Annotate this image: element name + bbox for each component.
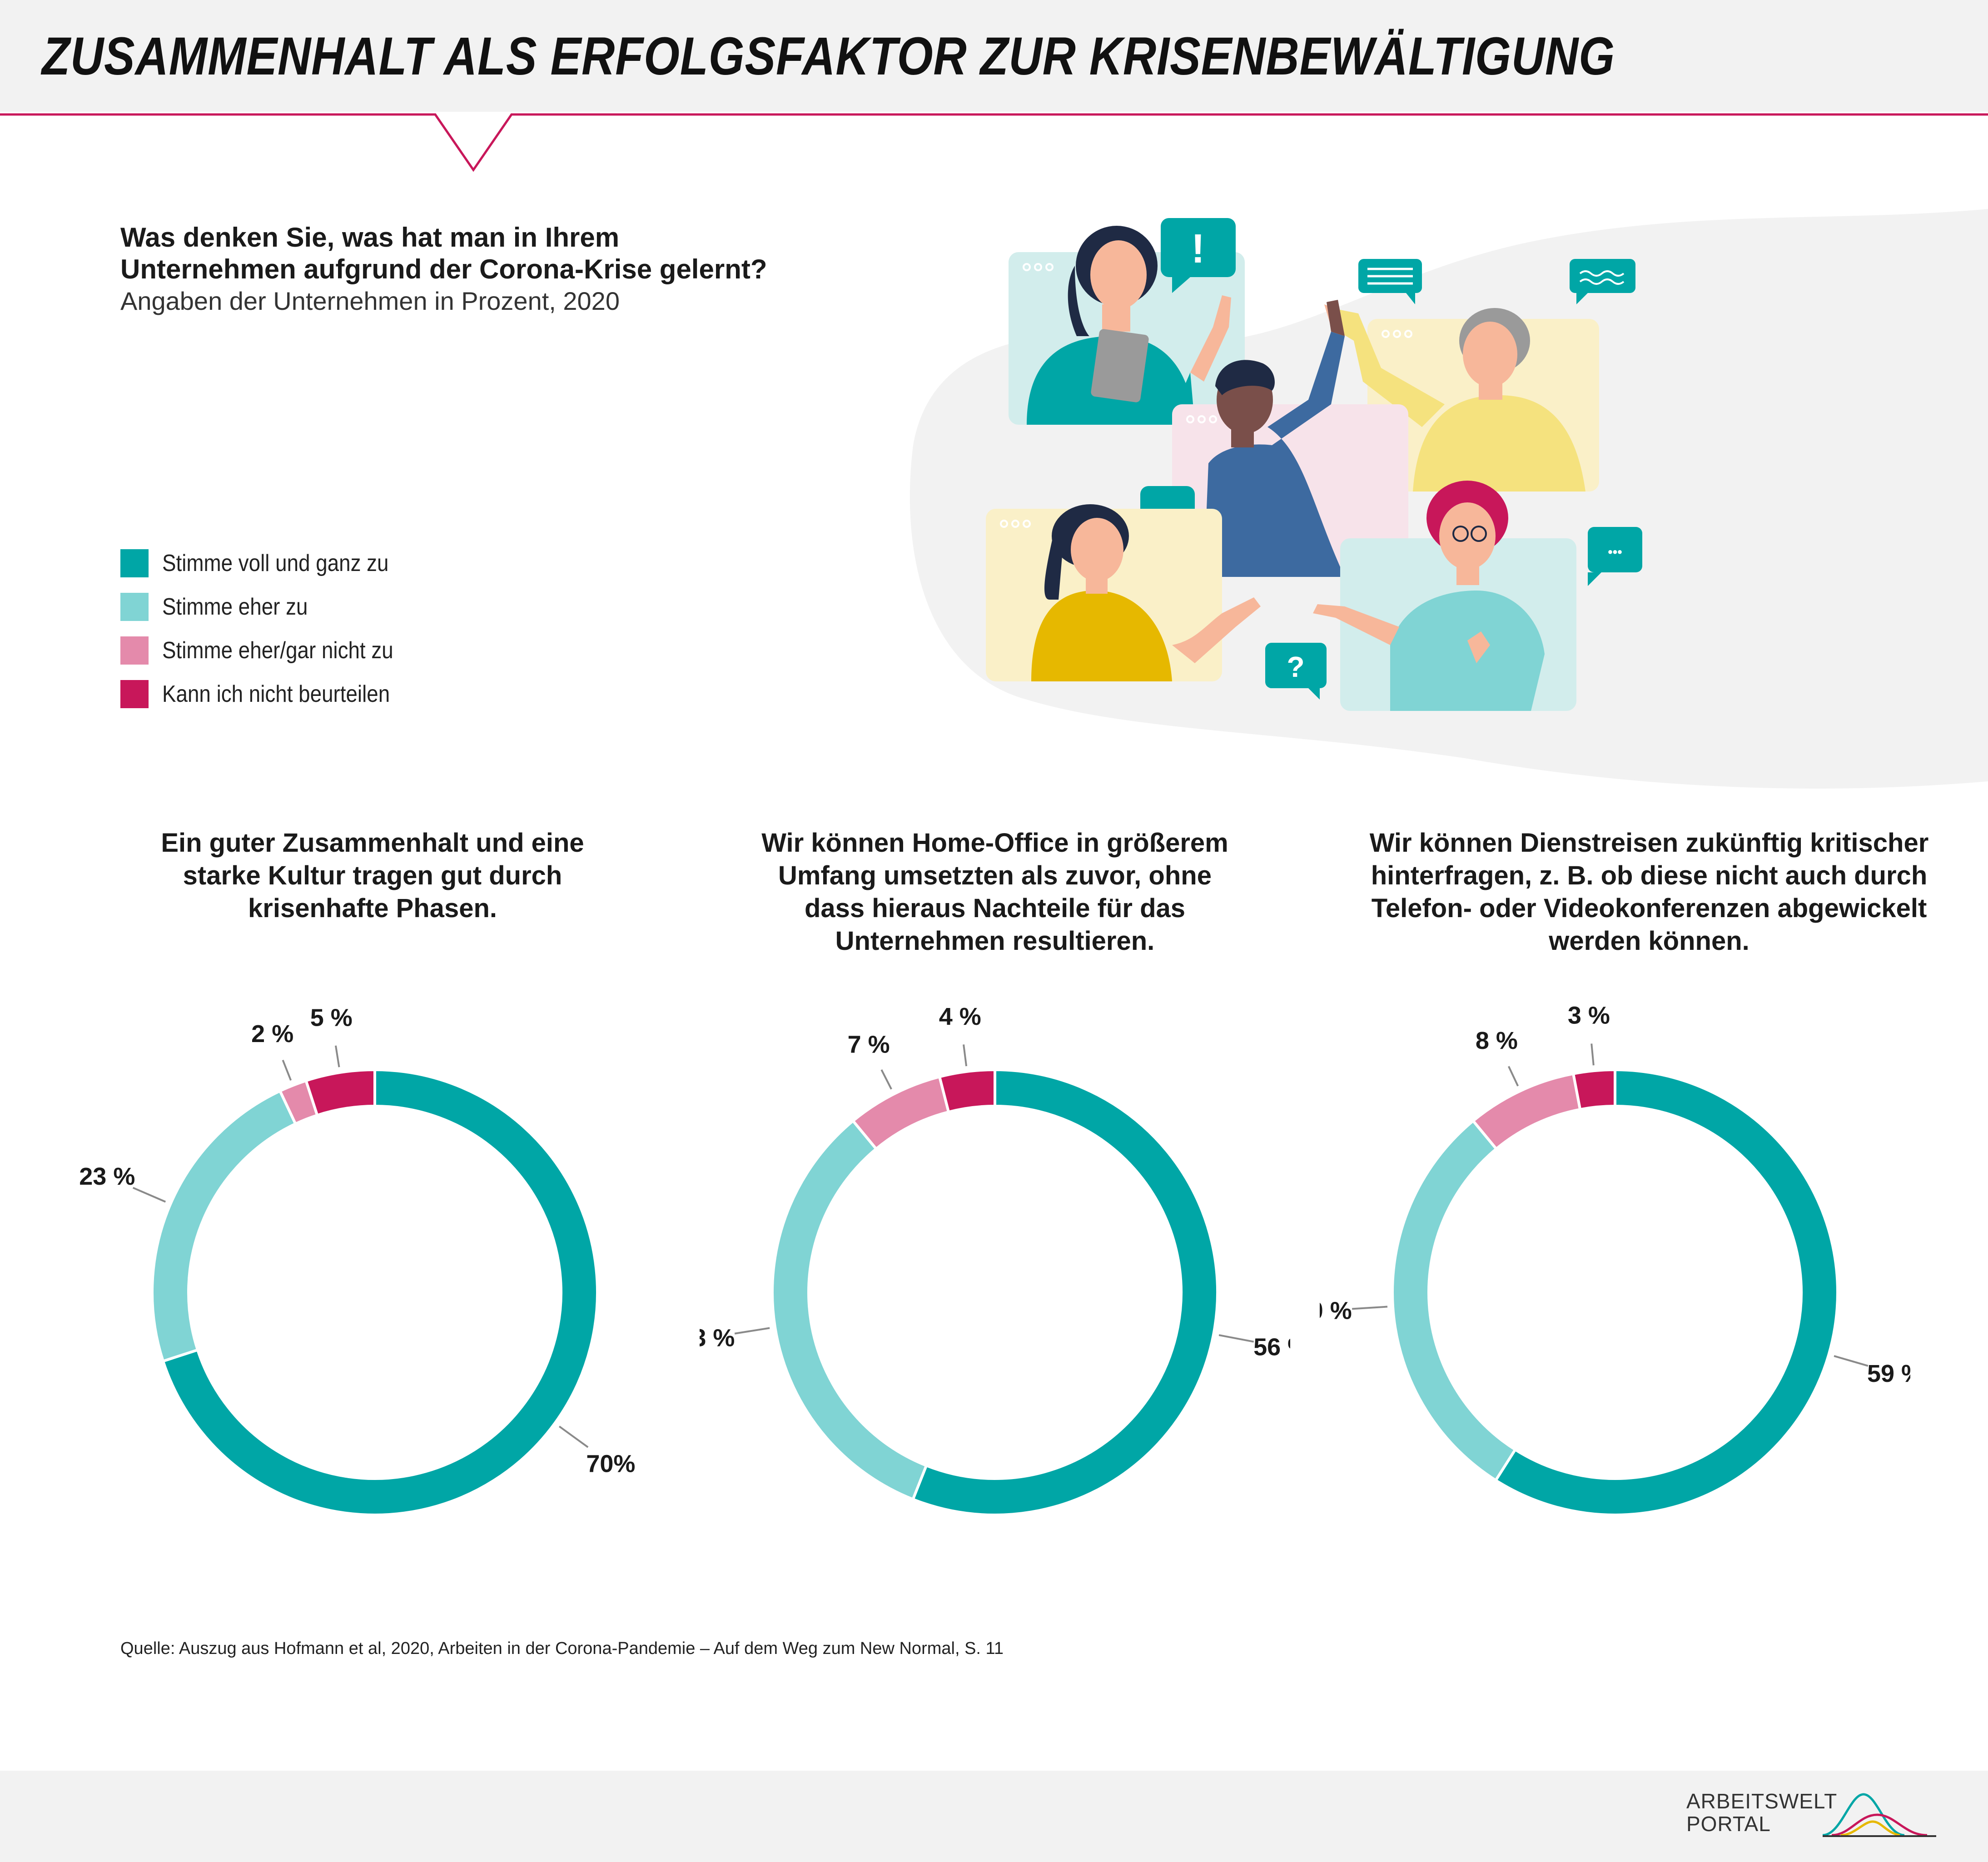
data-label: 30 % [1320,1297,1352,1324]
chart-3-title-line: Wir können Dienstreisen zukünftig kritis… [1369,828,1929,858]
legend-item: Stimme eher zu [120,585,425,629]
legend-swatch [120,636,149,665]
legend-label: Kann ich nicht beurteilen [162,681,390,707]
question-block: Was denken Sie, was hat man in Ihrem Unt… [120,222,984,317]
legend: Stimme voll und ganz zu Stimme eher zu S… [120,541,425,716]
question-line-1: Was denken Sie, was hat man in Ihrem [120,222,620,253]
leader-line [558,1425,589,1448]
slice-cannot-judge [1571,1068,1616,1111]
exclamation-bubble-icon: ! [1161,218,1236,293]
slice-agree [1391,1119,1517,1482]
chart-3-title: Wir können Dienstreisen zukünftig kritis… [1354,827,1944,958]
source-note: Quelle: Auszug aus Hofmann et al, 2020, … [120,1639,1004,1658]
data-label: 70% [586,1450,635,1477]
legend-label: Stimme voll und ganz zu [162,550,389,576]
legend-item: Kann ich nicht beurteilen [120,672,425,716]
svg-text:?: ? [1287,650,1304,683]
slice-agree [771,1119,928,1501]
text-bubble-icon [1358,259,1422,304]
data-label: 4 % [939,1003,981,1030]
chart-2-title-line: Unternehmen resultieren. [835,926,1155,956]
logo-line-1: ARBEITSWELT [1686,1789,1838,1813]
video-window-yellow-2 [986,504,1261,681]
svg-text:!: ! [1191,226,1205,272]
data-label: 7 % [848,1031,890,1058]
legend-swatch [120,549,149,577]
slice-strongly-agree [1494,1068,1839,1516]
wave-bubble-icon [1570,259,1635,304]
leader-line [734,1327,770,1335]
data-label: 33 % [700,1324,735,1351]
chart-1-title-line: krisenhafte Phasen. [248,894,497,923]
legend-swatch [120,593,149,621]
chart-3-title-line: hinterfragen, z. B. ob diese nicht auch … [1371,861,1928,890]
chart-2-title-line: Wir können Home-Office in größerem [761,828,1228,858]
slice-strongly-agree [911,1068,1219,1516]
dots-bubble-icon: ••• [1588,527,1642,586]
chart-2-title-line: Umfang umsetzten als zuvor, ohne [778,861,1212,890]
slice-agree [151,1089,298,1363]
slice-disagree [1471,1072,1582,1151]
arbeitswelt-portal-logo: ARBEITSWELT PORTAL [1686,1789,1936,1837]
data-label: 23 % [80,1163,135,1190]
donut-chart-2: 56 % 33 % 7 % 4 % [700,1003,1290,1516]
video-window-yellow [1324,304,1599,492]
data-label: 2 % [251,1020,293,1048]
chart-2-title-line: dass hieraus Nachteile für das [804,894,1186,923]
leader-line [1508,1066,1519,1087]
leader-line [282,1059,292,1081]
header-bar: ZUSAMMENHALT ALS ERFOLGSFAKTOR ZUR KRISE… [0,0,1988,112]
data-label: 56 % [1253,1333,1290,1361]
chart-1-title-line: Ein guter Zusammenhalt und eine [161,828,584,858]
data-label: 5 % [310,1004,353,1032]
legend-item: Stimme voll und ganz zu [120,541,425,585]
chart-1-title-line: starke Kultur tragen gut durch [183,861,562,890]
leader-line [1218,1334,1254,1343]
video-window-teal-2 [1313,481,1576,711]
question-bubble-icon: ? [1265,643,1327,700]
leader-line [132,1187,166,1203]
leader-line [1834,1355,1869,1367]
data-label: 8 % [1476,1027,1518,1054]
video-window-teal [1009,226,1245,425]
video-window-pink [1172,300,1408,577]
chart-3-title-line: Telefon- oder Videokonferenzen abgewicke… [1371,894,1927,923]
leader-line [1590,1043,1595,1066]
data-label: 3 % [1568,1002,1610,1029]
slice-cannot-judge [938,1068,996,1114]
slice-strongly-agree [161,1068,599,1516]
video-call-illustration: ! [910,209,1988,789]
question-line-2: Unternehmen aufgrund der Corona-Krise ge… [120,254,767,284]
chart-3-title-line: werden können. [1549,926,1749,956]
slice-disagree [851,1075,950,1151]
header-divider [0,113,1988,172]
legend-label: Stimme eher/gar nicht zu [162,637,393,664]
leader-line [334,1045,340,1068]
svg-text:•••: ••• [1608,545,1622,560]
chart-2-title: Wir können Home-Office in größerem Umfan… [731,827,1258,958]
leader-line [1352,1306,1388,1310]
leader-line [880,1069,892,1090]
legend-swatch [120,680,149,708]
data-label: 59 % [1867,1360,1910,1387]
chart-1-title: Ein guter Zusammenhalt und eine starke K… [109,827,636,925]
page-title: ZUSAMMENHALT ALS ERFOLGSFAKTOR ZUR KRISE… [42,26,1615,86]
footer-bar [0,1771,1988,1862]
donut-chart-1: 70% 23 % 2 % 5 % [80,1004,635,1516]
donut-chart-3: 59 % 30 % 8 % 3 % [1320,1002,1910,1516]
slice-cannot-judge [304,1068,376,1117]
logo-curves-icon [1823,1793,1936,1837]
logo-line-2: PORTAL [1686,1812,1771,1836]
legend-item: Stimme eher/gar nicht zu [120,629,425,672]
question-subtitle: Angaben der Unternehmen in Prozent, 2020 [120,287,620,315]
leader-line [963,1044,968,1067]
legend-label: Stimme eher zu [162,594,308,620]
